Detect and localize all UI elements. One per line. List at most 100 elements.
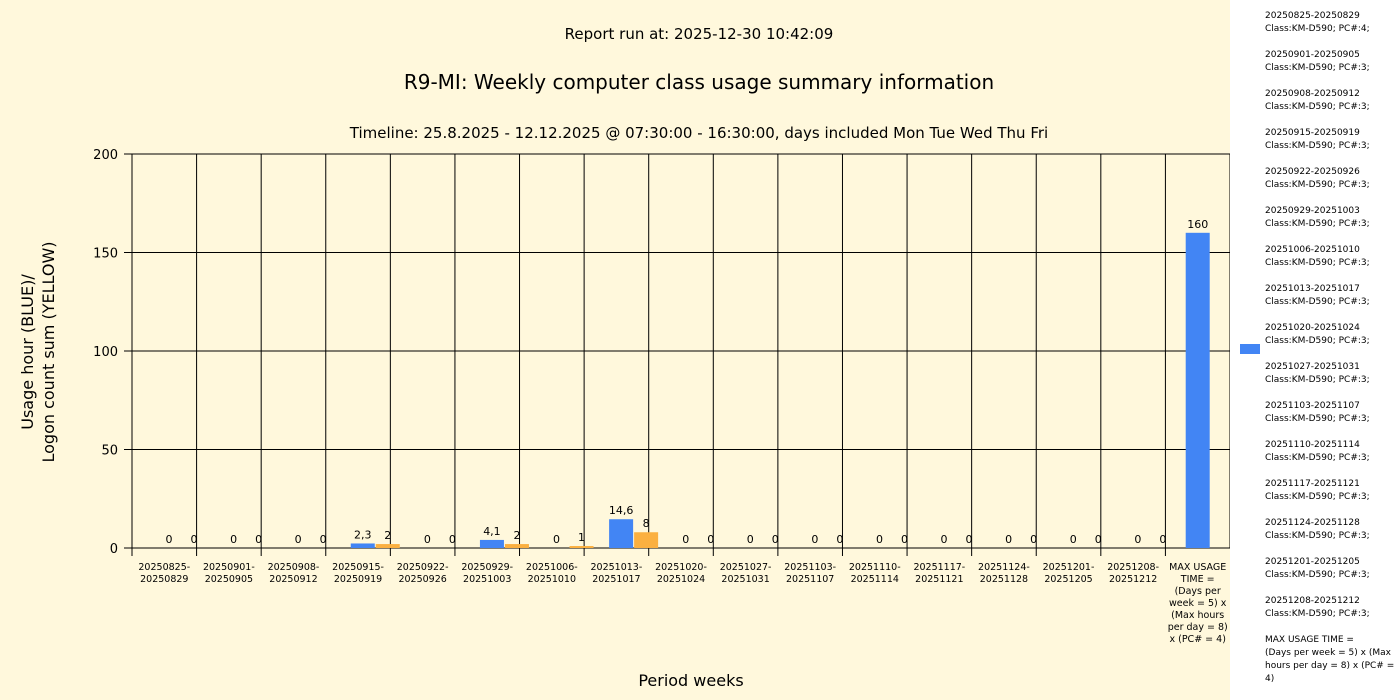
y-axis-title: Usage hour (BLUE)/Logon count sum (YELLO… (18, 241, 58, 462)
bar-chart: Report run at: 2025-12-30 10:42:09 R9-MI:… (18, 25, 1230, 690)
x-tick-label: 20250912 (269, 574, 317, 585)
data-label: 0 (295, 533, 302, 546)
data-label: 2,3 (354, 528, 372, 541)
x-tick-label: 20251107 (786, 574, 834, 585)
x-tick-label: 20251103- (784, 562, 836, 573)
legend-item: 20250922-20250926 Class:KM-D590; PC#:3; (1265, 167, 1370, 190)
x-tick-label: 20251017 (592, 574, 640, 585)
data-label: 0 (230, 533, 237, 546)
data-label: 0 (1070, 533, 1077, 546)
bar (634, 532, 659, 548)
x-tick-label: 20250901- (203, 562, 255, 573)
x-tick-label: week = 5) x (1169, 598, 1227, 609)
data-label: 2 (384, 529, 391, 542)
data-label: 0 (553, 533, 560, 546)
x-tick-label: 20251006- (526, 562, 578, 573)
x-tick-label: 20250929- (461, 562, 513, 573)
data-label: 1 (578, 531, 585, 544)
x-tick-label: 20250905 (205, 574, 253, 585)
bar (609, 519, 634, 548)
x-tick-label: 20251020- (655, 562, 707, 573)
x-tick-label: 20251117- (913, 562, 965, 573)
data-label: 14,6 (609, 504, 634, 517)
data-label: 0 (772, 533, 779, 546)
data-label: 0 (901, 533, 908, 546)
x-tick-label: 20251124- (978, 562, 1030, 573)
legend-item: 20251006-20251010 Class:KM-D590; PC#:3; (1265, 245, 1370, 268)
data-label: 0 (255, 533, 262, 546)
legend-item: 20250929-20251003 Class:KM-D590; PC#:3; (1265, 206, 1370, 229)
data-label: 0 (1005, 533, 1012, 546)
x-tick-label: 20251121 (915, 574, 963, 585)
legend-item: 20251103-20251107 Class:KM-D590; PC#:3; (1265, 401, 1370, 424)
legend-item: 20250901-20250905 Class:KM-D590; PC#:3; (1265, 50, 1370, 73)
legend-item: 20250908-20250912 Class:KM-D590; PC#:3; (1265, 89, 1370, 112)
y-tick-label: 0 (110, 542, 118, 557)
x-tick-label: TIME = (1180, 574, 1215, 585)
x-tick-label: (Max hours (1171, 610, 1224, 621)
legend-item: 20251020-20251024 Class:KM-D590; PC#:3; (1265, 323, 1370, 346)
x-tick-label: 20250908- (268, 562, 320, 573)
x-tick-label: 20251212 (1109, 574, 1157, 585)
data-label: 0 (166, 533, 173, 546)
data-label: 0 (424, 533, 431, 546)
legend-item: 20251110-20251114 Class:KM-D590; PC#:3; (1265, 440, 1370, 463)
y-tick-label: 150 (93, 247, 118, 262)
x-tick-label: 20251110- (849, 562, 901, 573)
x-tick-label: 20251003 (463, 574, 511, 585)
data-label: 160 (1187, 218, 1208, 231)
legend-item: 20250915-20250919 Class:KM-D590; PC#:3; (1265, 128, 1370, 151)
x-tick-label: 20250829 (140, 574, 188, 585)
x-tick-label: 20251205 (1044, 574, 1092, 585)
x-tick-label: 20251114 (851, 574, 899, 585)
data-label: 0 (682, 533, 689, 546)
x-tick-label: (Days per (1175, 586, 1221, 597)
x-tick-label: 20251208- (1107, 562, 1159, 573)
data-label: 0 (941, 533, 948, 546)
chart-title: R9-MI: Weekly computer class usage summa… (404, 70, 994, 94)
bar (504, 544, 529, 548)
legend-item: 20251124-20251128 Class:KM-D590; PC#:3; (1265, 518, 1370, 541)
x-tick-label: 20250919 (334, 574, 382, 585)
data-label: 0 (1030, 533, 1037, 546)
data-label: 0 (966, 533, 973, 546)
data-label: 0 (811, 533, 818, 546)
legend-item: 20251117-20251121 Class:KM-D590; PC#:3; (1265, 479, 1370, 502)
y-axis-title-line: Logon count sum (YELLOW) (39, 241, 58, 462)
bar (1185, 232, 1210, 549)
x-tick-label: x (PC# = 4) (1169, 634, 1225, 645)
legend-item: 20251208-20251212 Class:KM-D590; PC#:3; (1265, 596, 1370, 619)
x-tick-label: 20250926 (398, 574, 446, 585)
x-tick-label: 20250825- (138, 562, 190, 573)
y-tick-label: 200 (93, 148, 118, 163)
legend-item: 20250825-20250829 Class:KM-D590; PC#:4; (1265, 11, 1370, 34)
data-label: 0 (1159, 533, 1166, 546)
data-label: 8 (643, 517, 650, 530)
x-tick-label: 20251201- (1043, 562, 1095, 573)
y-tick-label: 50 (101, 444, 118, 459)
x-tick-label: 20251024 (657, 574, 705, 585)
x-tick-label: 20250915- (332, 562, 384, 573)
bar (350, 543, 375, 548)
legend-item: 20251201-20251205 Class:KM-D590; PC#:3; (1265, 557, 1370, 580)
chart-area: Report run at: 2025-12-30 10:42:09 R9-MI:… (0, 0, 1230, 700)
bar (375, 544, 400, 548)
legend-item: 20251027-20251031 Class:KM-D590; PC#:3; (1265, 362, 1370, 385)
x-tick-label: 20251031 (721, 574, 769, 585)
x-tick-label: 20251027- (720, 562, 772, 573)
legend-swatch-blue (1240, 344, 1260, 354)
x-tick-label: 20251010 (528, 574, 576, 585)
data-label: 0 (320, 533, 327, 546)
data-label: 2 (513, 529, 520, 542)
x-tick-label: 20250922- (397, 562, 449, 573)
x-tick-label: 20251128 (980, 574, 1028, 585)
data-label: 0 (747, 533, 754, 546)
data-label: 0 (707, 533, 714, 546)
chart-subtitle: Timeline: 25.8.2025 - 12.12.2025 @ 07:30… (349, 124, 1048, 142)
legend-panel: 20250825-20250829 Class:KM-D590; PC#:4; 2… (1230, 0, 1400, 700)
data-label: 0 (836, 533, 843, 546)
bar (569, 546, 594, 548)
data-label: 0 (191, 533, 198, 546)
x-tick-label: MAX USAGE (1169, 562, 1226, 573)
x-tick-label: per day = 8) (1168, 622, 1228, 633)
